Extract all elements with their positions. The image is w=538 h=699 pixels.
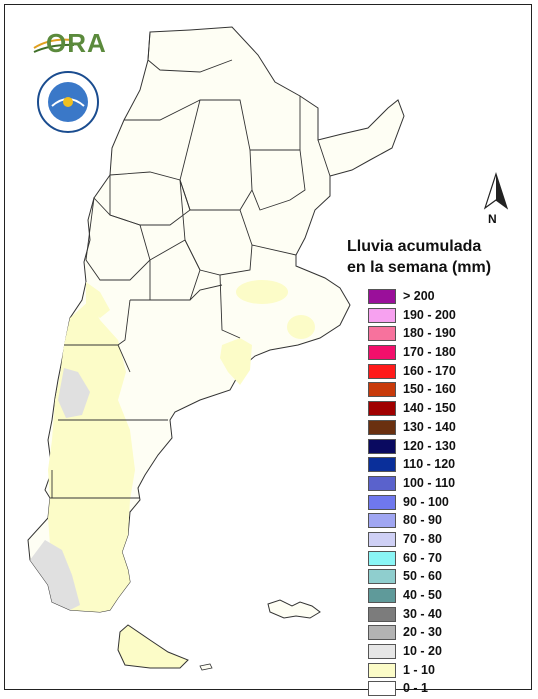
legend-title-line1: Lluvia acumulada [347,238,482,255]
legend-swatch [368,289,396,304]
province-borders [50,31,331,499]
legend-label: 160 - 170 [403,363,456,378]
malvinas-islands [267,599,321,619]
legend-swatch [368,569,396,585]
legend-swatch [368,588,396,603]
tierra-del-fuego [117,624,189,669]
legend-swatch [368,644,396,660]
north-arrow-icon [483,172,509,210]
legend-swatch [368,550,396,566]
rain-area-bsas-north [236,280,288,304]
legend-label: 180 - 190 [403,326,456,341]
legend-label: 70 - 80 [403,531,442,546]
legend-swatch [368,419,396,435]
legend-label: 0 - 1 [403,681,429,696]
legend-label: 150 - 160 [403,382,456,397]
legend-swatch [368,363,396,379]
legend-label: > 200 [403,289,435,303]
legend-swatch [368,345,396,361]
smn-seal-icon [37,71,99,133]
legend-label: 130 - 140 [403,419,456,434]
rain-area-gray-south [30,540,80,610]
legend-swatch [368,326,396,342]
ora-logo-icon [33,38,75,53]
north-label: N [488,212,497,226]
legend-label: 1 - 10 [403,662,435,677]
legend-swatch [368,531,396,547]
legend-swatch [368,606,396,622]
legend-swatch [368,625,396,641]
legend-swatch [368,457,396,473]
legend-label: 30 - 40 [403,606,442,621]
legend-label: 50 - 60 [403,569,442,584]
rain-area-bsas-center [287,315,315,339]
legend-swatch [368,401,396,417]
legend-swatch [368,494,396,510]
small-island [199,663,213,671]
ora-logo-text: ORA [46,28,107,58]
legend-swatch [368,382,396,398]
legend-label: 90 - 100 [403,494,449,509]
legend-swatch [368,681,396,697]
legend-label: 170 - 180 [403,345,456,360]
legend-label: 10 - 20 [403,644,442,659]
legend-swatch [368,438,396,454]
legend-label: 140 - 150 [403,401,456,416]
legend-label: 190 - 200 [403,307,456,322]
rain-area-mendoza [86,282,110,318]
legend-label: 20 - 30 [403,625,442,640]
legend-swatch [368,475,396,491]
legend-label: 120 - 130 [403,438,456,453]
legend-label: 100 - 110 [403,475,456,490]
legend-swatch [368,662,396,678]
legend-swatch [368,307,396,323]
legend-swatch [368,513,396,529]
rain-area-bsas-coast [220,338,252,385]
legend-label: 110 - 120 [403,457,456,472]
legend-title-line2: en la semana (mm) [347,259,492,276]
legend-label: 60 - 70 [403,550,442,565]
rain-area-gray-north [58,368,90,418]
legend-label: 40 - 50 [403,588,442,602]
legend-label: 80 - 90 [403,513,442,528]
